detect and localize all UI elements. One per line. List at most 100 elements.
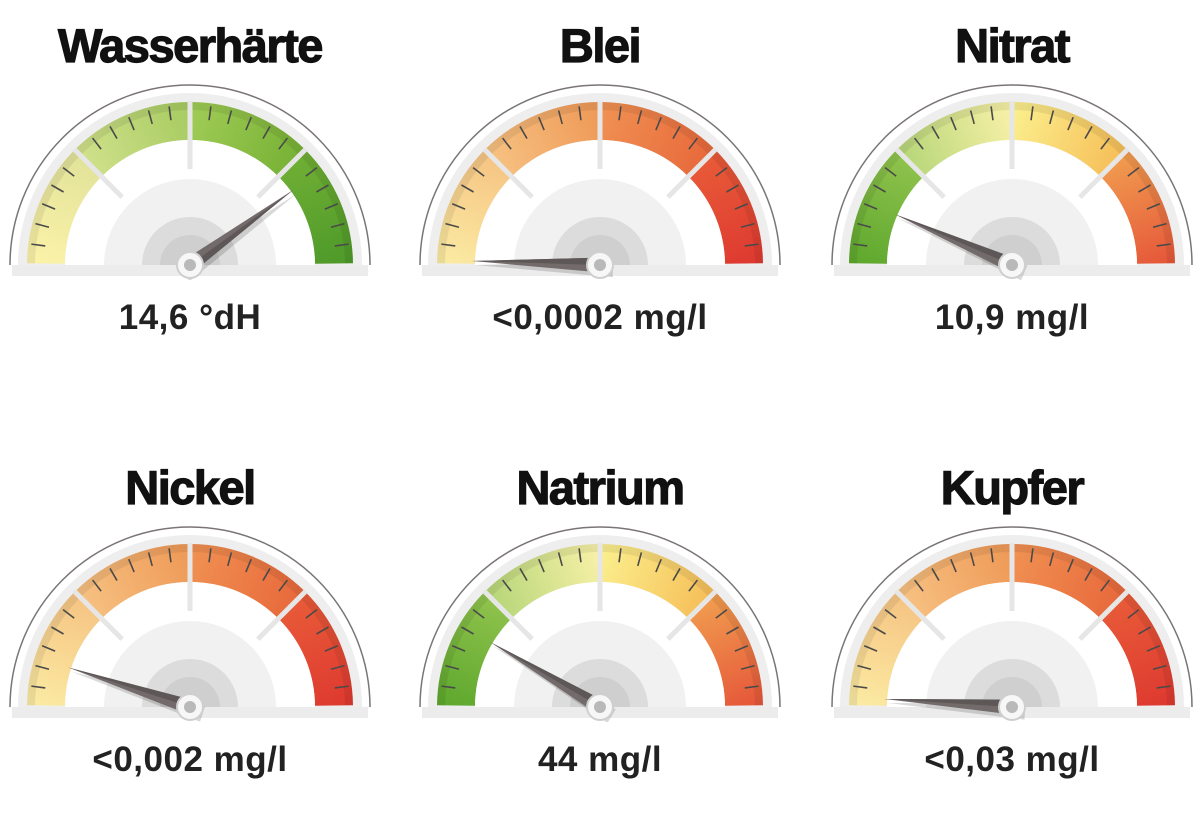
- gauge-segment: [437, 592, 511, 706]
- gauge-tick: [1084, 126, 1093, 139]
- gauge-needle-shade: [68, 667, 202, 711]
- needle-hub-center: [184, 701, 196, 713]
- gauge-tick: [1138, 184, 1151, 193]
- gauge-needle: [894, 214, 1025, 277]
- gauge-tick: [441, 685, 456, 689]
- gauge-tick: [168, 106, 172, 121]
- gauge-tick: [305, 608, 318, 619]
- gauge-major-divider: [72, 147, 124, 199]
- gauge-tick: [278, 579, 289, 592]
- gauge-tick: [445, 664, 460, 670]
- gauge-tick: [853, 685, 868, 689]
- gauge-tick: [147, 110, 153, 125]
- gauge-tick: [445, 222, 460, 228]
- gauge-segment-shade: [437, 592, 490, 706]
- gauge-needle: [489, 641, 613, 719]
- needle-hub-center: [184, 259, 196, 271]
- gauge-tick: [472, 166, 485, 177]
- gauge-dial: [831, 526, 1193, 721]
- gauge-dial: [419, 526, 781, 722]
- gauge-outer-rim: [831, 84, 1193, 266]
- gauge-segment: [689, 150, 763, 264]
- gauge-tick: [1127, 608, 1140, 619]
- gauge-tick: [1049, 110, 1055, 125]
- gauge-tick: [873, 184, 886, 193]
- gauge-tick: [262, 568, 271, 581]
- gauge-tick: [245, 116, 252, 131]
- gauge-tick: [324, 645, 339, 652]
- gauge-value: <0,0002 mg/l: [492, 298, 708, 337]
- gauge-tick: [109, 568, 118, 581]
- gauge-tick: [740, 222, 755, 228]
- gauge-segment: [849, 150, 923, 264]
- gauge-segment: [601, 102, 715, 176]
- gauge-tick: [461, 184, 474, 193]
- gauge-tick: [62, 166, 75, 177]
- gauge-segment-shade: [75, 544, 189, 597]
- gauge-title: Blei: [559, 18, 642, 72]
- gauge-tick: [655, 116, 662, 131]
- gauge-tick: [863, 203, 878, 210]
- gauge-major-divider: [482, 147, 534, 199]
- gauge-title: Nitrat: [955, 18, 1071, 72]
- gauge-tick: [1152, 222, 1167, 228]
- gauge-tick: [35, 222, 50, 228]
- gauge-outer-rim: [9, 526, 371, 708]
- gauge-segment-shade: [75, 102, 189, 155]
- gauge-card-nitrat: Nitrat 10,9 mg/l: [812, 0, 1200, 380]
- gauge-value: 44 mg/l: [537, 740, 663, 779]
- gauge-card-nickel: Nickel <0,002 mg/l: [0, 442, 390, 822]
- gauge-tick: [208, 548, 212, 563]
- gauge-tick: [1156, 243, 1171, 247]
- gauge-segment: [1101, 592, 1175, 706]
- needle-hub-center: [1006, 701, 1018, 713]
- gauge-tick: [324, 203, 339, 210]
- gauge-segment-shade: [485, 102, 599, 155]
- gauge-tick: [91, 137, 102, 150]
- gauge-tick: [1156, 685, 1171, 689]
- gauge-tick: [740, 664, 755, 670]
- gauge-segment-shade: [849, 150, 902, 264]
- gauge-card-natrium: Natrium 44 mg/l: [400, 442, 800, 822]
- gauge-segment-shade: [300, 150, 353, 264]
- gauge-tick: [451, 203, 466, 210]
- needle-hub-center: [594, 259, 606, 271]
- gauge-tick: [128, 558, 135, 573]
- gauge-outer-rim: [419, 526, 781, 708]
- gauge-title: Kupfer: [940, 460, 1085, 514]
- gauge-tick: [538, 558, 545, 573]
- gauge-tick: [109, 126, 118, 139]
- gauge-tick: [262, 126, 271, 139]
- gauge-tick: [461, 626, 474, 635]
- gauge-tick: [744, 243, 759, 247]
- gauge-segment-shade: [1013, 102, 1127, 155]
- gauge-tick: [91, 579, 102, 592]
- gauge-tick: [1067, 558, 1074, 573]
- gauge-tick: [1030, 548, 1034, 563]
- gauge-major-divider: [666, 589, 718, 641]
- gauge-tick: [278, 137, 289, 150]
- gauge-tick: [672, 126, 681, 139]
- gauge-tick: [578, 548, 582, 563]
- gauge-segment: [279, 150, 353, 264]
- gauge-major-divider: [894, 589, 946, 641]
- gauge-tick: [913, 137, 924, 150]
- gauge-tick: [1100, 579, 1111, 592]
- gauge-major-divider: [482, 589, 534, 641]
- gauge-outer-rim: [831, 526, 1193, 708]
- gauge-tick: [744, 685, 759, 689]
- gauge-tick: [637, 110, 643, 125]
- gauge-major-divider: [666, 147, 718, 199]
- gauge-tick: [305, 166, 318, 177]
- gauge-tick: [316, 626, 329, 635]
- gauge-title: Natrium: [516, 460, 686, 514]
- gauge-tick: [688, 137, 699, 150]
- gauge-segment-shade: [27, 592, 80, 706]
- gauge-major-divider: [1078, 589, 1130, 641]
- gauge-tick: [227, 110, 233, 125]
- gauge-tick: [147, 552, 153, 567]
- gauge-needle-shade: [472, 257, 611, 266]
- gauge-value: <0,002 mg/l: [92, 740, 288, 779]
- gauge-segment-shade: [897, 102, 1011, 155]
- gauge-tick: [31, 243, 46, 247]
